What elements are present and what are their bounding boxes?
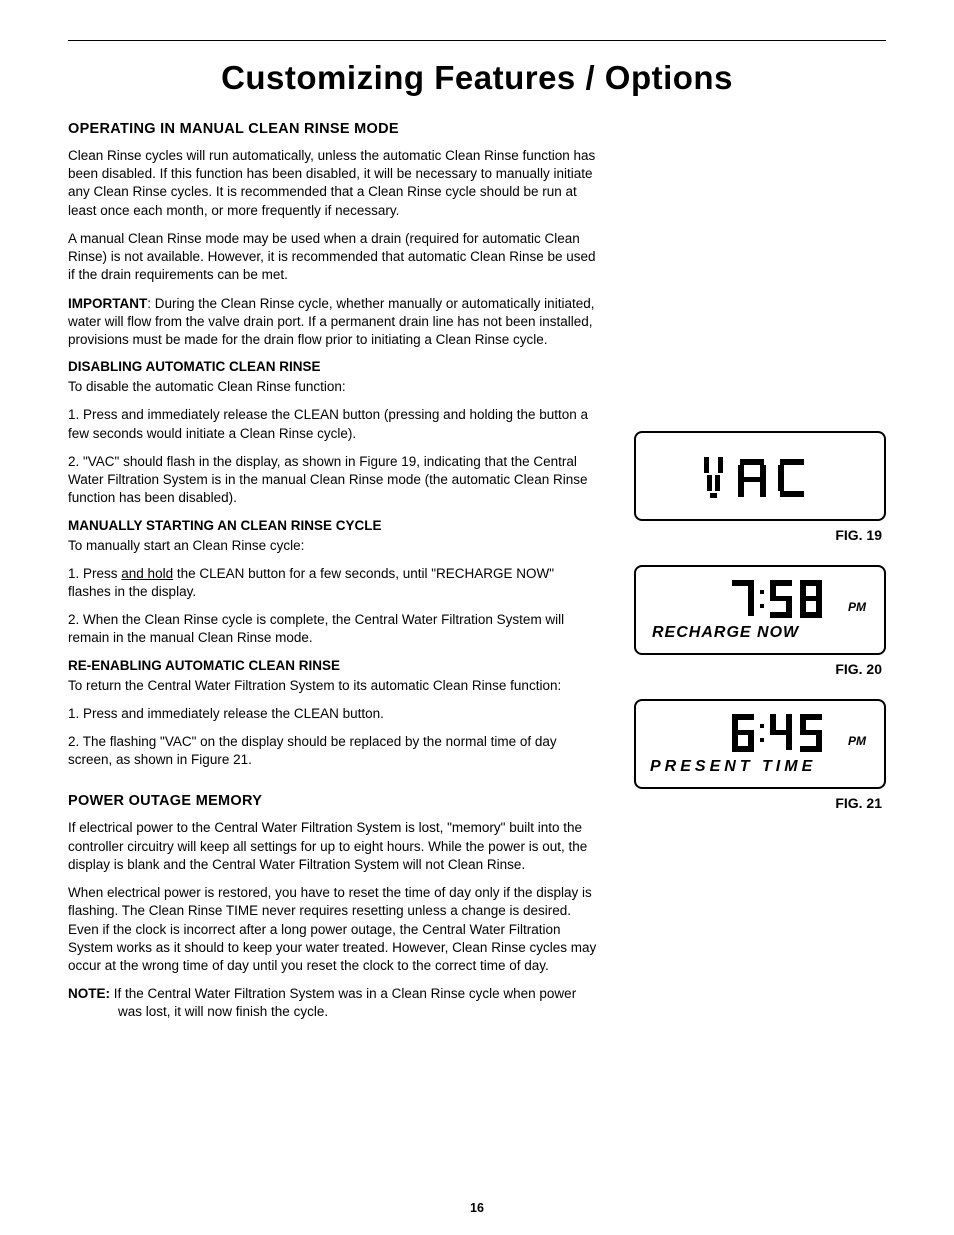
paragraph: When electrical power is restored, you h… [68,884,598,975]
paragraph: If electrical power to the Central Water… [68,819,598,874]
section-heading-power-outage: POWER OUTAGE MEMORY [68,793,598,809]
figure-caption: FIG. 19 [634,527,882,543]
left-column: OPERATING IN MANUAL CLEAN RINSE MODE Cle… [68,121,598,1032]
paragraph-text: 1. Press [68,566,121,581]
paragraph: To disable the automatic Clean Rinse fun… [68,378,598,396]
figure-caption: FIG. 21 [634,795,882,811]
lcd-label: RECHARGE NOW [646,624,799,642]
paragraph: 2. "VAC" should flash in the display, as… [68,453,598,508]
lcd-time-icon [730,578,840,620]
paragraph-text: If the Central Water Filtration System w… [110,986,576,1019]
paragraph: To return the Central Water Filtration S… [68,677,598,695]
lcd-ampm: PM [848,600,866,620]
page-number: 16 [0,1201,954,1215]
right-column: FIG. 19 [634,121,886,1032]
lcd-ampm: PM [848,734,866,754]
lcd-display-fig20: PM RECHARGE NOW [634,565,886,655]
lcd-time-icon [730,712,840,754]
paragraph: 2. The flashing "VAC" on the display sho… [68,733,598,769]
sub-heading-disable: DISABLING AUTOMATIC CLEAN RINSE [68,359,598,374]
paragraph: 1. Press and immediately release the CLE… [68,406,598,442]
paragraph-text: : During the Clean Rinse cycle, whether … [68,296,594,347]
paragraph: To manually start an Clean Rinse cycle: [68,537,598,555]
paragraph: 2. When the Clean Rinse cycle is complet… [68,611,598,647]
page: Customizing Features / Options OPERATING… [0,0,954,1235]
paragraph: Clean Rinse cycles will run automaticall… [68,147,598,220]
lcd-display-fig21: PM PRESENT TIME [634,699,886,789]
sub-heading-manual-start: MANUALLY STARTING AN CLEAN RINSE CYCLE [68,518,598,533]
paragraph: 1. Press and immediately release the CLE… [68,705,598,723]
content-columns: OPERATING IN MANUAL CLEAN RINSE MODE Cle… [68,121,886,1032]
important-label: IMPORTANT [68,296,147,311]
figure-caption: FIG. 20 [634,661,882,677]
paragraph: A manual Clean Rinse mode may be used wh… [68,230,598,285]
sub-heading-reenable: RE-ENABLING AUTOMATIC CLEAN RINSE [68,658,598,673]
lcd-display-fig19 [634,431,886,521]
lcd-time-row: PM [730,578,866,620]
vac-icon [700,453,820,503]
note-paragraph: NOTE: If the Central Water Filtration Sy… [68,985,598,1021]
paragraph: IMPORTANT: During the Clean Rinse cycle,… [68,295,598,350]
top-rule [68,40,886,41]
lcd-time-row: PM [730,712,866,754]
paragraph: 1. Press and hold the CLEAN button for a… [68,565,598,601]
page-title: Customizing Features / Options [68,59,886,97]
lcd-label: PRESENT TIME [646,758,816,776]
note-label: NOTE: [68,986,110,1001]
section-heading-manual-mode: OPERATING IN MANUAL CLEAN RINSE MODE [68,121,598,137]
underlined-text: and hold [121,566,173,581]
